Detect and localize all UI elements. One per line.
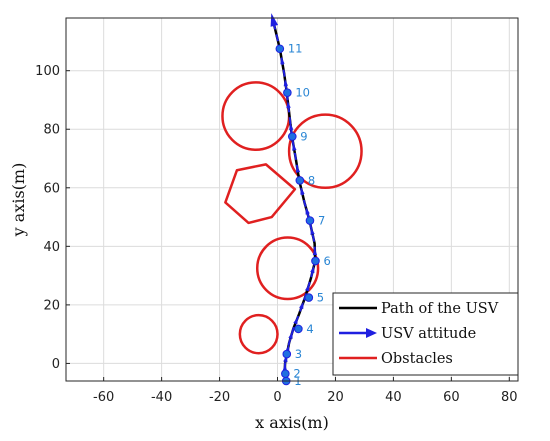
x-tick-label: -40: [151, 390, 172, 405]
obstacle-circle: [287, 113, 363, 190]
waypoint-label: 4: [306, 322, 313, 336]
attitude-arrow: [282, 363, 287, 371]
waypoint-label: 5: [317, 291, 324, 305]
waypoint-label: 11: [288, 42, 303, 56]
x-tick-label: 80: [501, 390, 518, 405]
y-axis-label: y axis(m): [9, 163, 28, 238]
attitude-arrow: [295, 165, 301, 173]
waypoint-label: 9: [300, 130, 307, 144]
attitude-arrow: [300, 187, 305, 195]
waypoint-label: 3: [295, 347, 302, 361]
waypoint-label: 8: [308, 173, 315, 187]
legend-label-path: Path of the USV: [381, 301, 499, 317]
legend: Path of the USV USV attitude Obstacles: [332, 292, 519, 376]
y-tick-label: 80: [43, 123, 60, 138]
legend-label-obstacles: Obstacles: [381, 351, 453, 367]
attitude-arrow-head: [270, 13, 279, 27]
waypoint-marker: [275, 44, 285, 54]
attitude-arrow: [289, 122, 294, 131]
waypoint-label: 6: [323, 254, 330, 268]
attitude-arrow: [305, 283, 310, 292]
y-tick-label: 0: [52, 357, 60, 372]
waypoint-marker: [281, 369, 290, 378]
obstacle-circle: [238, 313, 279, 355]
attitude-arrow: [312, 247, 318, 256]
y-tick-label: 20: [43, 298, 60, 313]
waypoint-label: 7: [318, 214, 325, 228]
attitude-arrow: [293, 316, 298, 325]
ticks-layer: -60 -40 -20 0 20 40 60 80 0 20 40 60 80 100: [35, 64, 517, 405]
obstacle-polygon: [224, 163, 297, 225]
waypoint-label: 2: [293, 367, 300, 381]
waypoint-marker: [283, 88, 292, 97]
waypoint-label: 10: [295, 86, 310, 100]
attitude-arrow: [283, 78, 288, 87]
y-tick-label: 60: [43, 181, 60, 196]
x-axis-label: x axis(m): [255, 413, 329, 432]
attitude-arrow: [310, 227, 315, 235]
waypoint-marker: [294, 324, 303, 334]
attitude-arrow: [310, 265, 315, 274]
x-tick-label: 60: [443, 390, 460, 405]
y-tick-label: 40: [43, 240, 60, 255]
waypoint-marker: [304, 293, 314, 302]
x-tick-label: -20: [209, 390, 230, 405]
obstacle-circle: [221, 81, 291, 151]
attitude-arrow: [286, 100, 291, 109]
x-tick-label: 0: [273, 390, 281, 405]
y-tick-label: 100: [35, 64, 60, 79]
attitude-arrow: [280, 56, 285, 65]
waypoint-marker: [295, 176, 305, 185]
attitude-arrow: [292, 143, 297, 151]
x-tick-label: -60: [93, 390, 114, 405]
waypoint-marker: [311, 256, 320, 266]
plot-frame: [65, 17, 519, 382]
waypoint-marker: [305, 216, 315, 225]
waypoint-marker: [282, 349, 292, 359]
legend-label-attitude: USV attitude: [381, 326, 476, 342]
x-tick-label: 40: [385, 390, 402, 405]
legend-swatch-attitude-head: [366, 328, 377, 338]
x-tick-label: 20: [327, 390, 344, 405]
obstacle-circle: [255, 236, 320, 301]
attitude-arrow: [299, 301, 304, 310]
waypoint-marker: [287, 132, 297, 141]
attitude-arrow: [305, 206, 310, 215]
attitude-arrow: [288, 331, 293, 339]
